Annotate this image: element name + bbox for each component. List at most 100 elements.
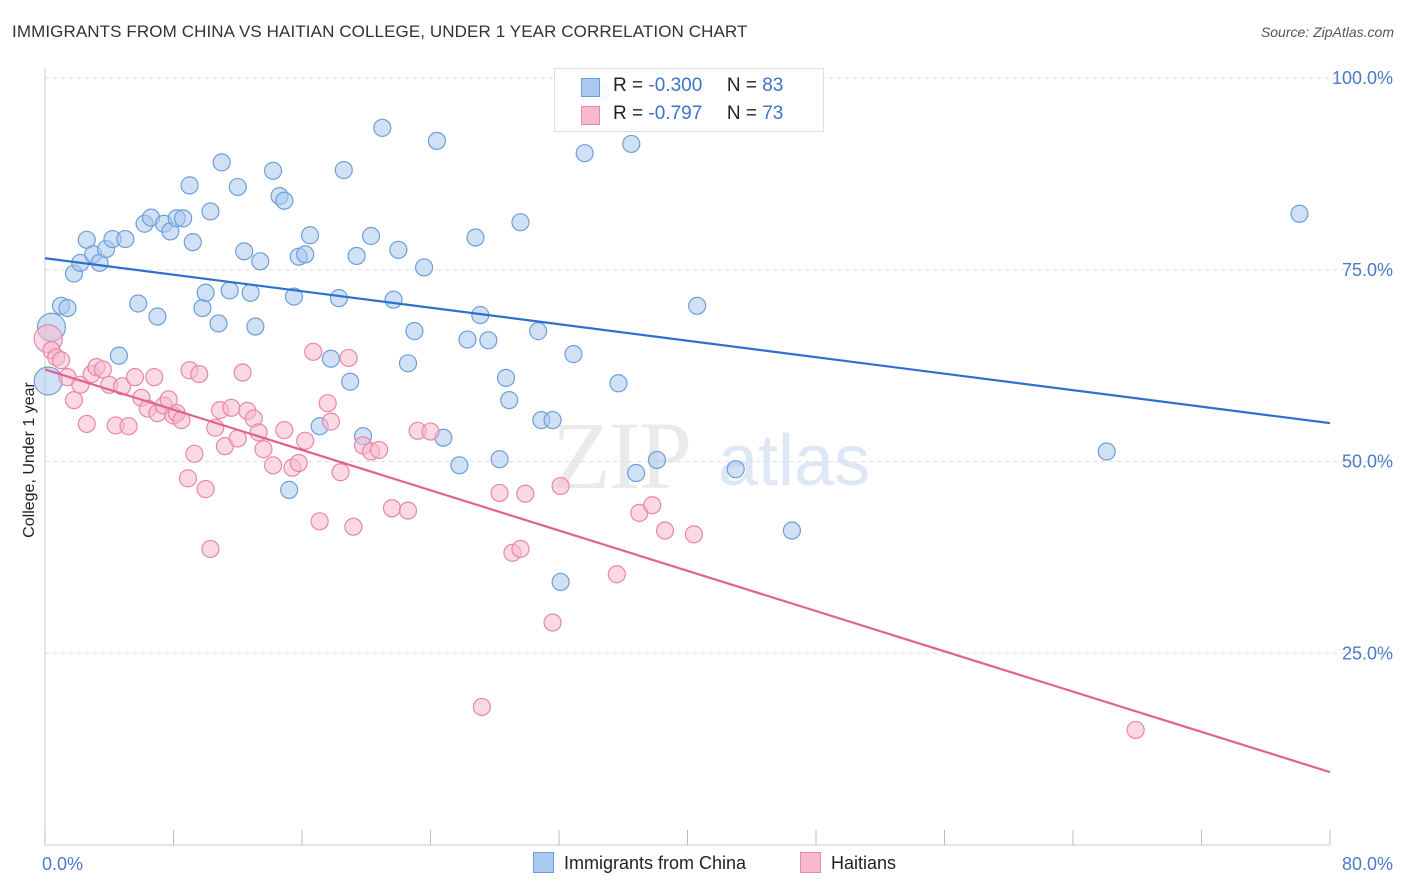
china-point [129, 294, 148, 313]
x-tick-label: 80.0% [1342, 854, 1393, 874]
trend-lines [44, 257, 1331, 774]
china-point [688, 296, 707, 315]
china-point [275, 191, 294, 210]
china-point [321, 349, 341, 368]
haiti-point [643, 496, 662, 515]
series-china-points [33, 82, 1309, 592]
china-point [466, 228, 485, 247]
china-point [564, 345, 583, 364]
haiti-point [382, 499, 402, 518]
haiti-point [77, 414, 96, 434]
china-point [183, 233, 202, 252]
china-point [280, 480, 299, 499]
bottom-legend-label-haiti: Haitians [831, 853, 897, 873]
china-point [414, 258, 434, 277]
haiti-point [344, 517, 363, 536]
bottom-legend-swatch-china [533, 852, 554, 873]
legend-swatch-china [581, 78, 600, 97]
haiti-point [178, 469, 198, 488]
haiti-point [93, 360, 112, 379]
haiti-point [51, 351, 71, 370]
legend-swatch-haiti [581, 106, 600, 125]
watermark-zip: ZIP [552, 402, 692, 509]
china-point [405, 322, 424, 341]
legend-row-china: R = -0.300 N = 83 [613, 75, 783, 97]
haiti-point [543, 613, 562, 632]
haiti-point [310, 512, 329, 531]
china-point [1097, 442, 1116, 461]
haiti-point [370, 440, 389, 460]
china-point [329, 289, 349, 308]
bottom-legend-haiti: Haitians [800, 852, 896, 874]
haiti-point [201, 539, 220, 559]
china-point [174, 209, 193, 228]
china-point [284, 287, 304, 306]
haiti-point [304, 342, 323, 361]
china-point [334, 160, 353, 180]
china-point [622, 134, 641, 154]
haiti-point [490, 483, 509, 503]
china-point [235, 242, 254, 261]
haiti-trend-line [44, 368, 1331, 774]
haiti-point [296, 431, 315, 450]
china-point [212, 153, 231, 172]
china-point [209, 314, 228, 333]
china-point [551, 572, 570, 592]
haiti-point [607, 565, 626, 584]
source-credit: Source: ZipAtlas.com [1260, 24, 1394, 40]
china-point [450, 456, 469, 475]
china-point [58, 299, 77, 318]
bottom-legend-swatch-haiti [800, 852, 821, 873]
china-point [296, 245, 315, 264]
haiti-point [339, 348, 358, 368]
china-point [251, 252, 270, 271]
china-point [228, 177, 247, 197]
china-point [341, 372, 360, 391]
legend-n-value: 83 [762, 75, 784, 96]
china-point [241, 283, 260, 302]
china-point [726, 460, 745, 479]
haiti-point [222, 398, 241, 417]
haiti-point [655, 521, 675, 540]
china-point [458, 330, 477, 349]
legend-r-value: -0.300 [648, 75, 703, 96]
axes [44, 68, 1331, 846]
china-point [398, 354, 418, 373]
china-point [347, 246, 366, 266]
china-point [116, 229, 135, 249]
china-point [180, 176, 199, 195]
haiti-point [190, 364, 209, 384]
haiti-point [125, 368, 145, 387]
bottom-legend-china: Immigrants from China [533, 852, 746, 874]
haiti-point [331, 463, 350, 482]
haiti-point [254, 440, 273, 459]
haiti-point [64, 391, 84, 410]
china-point [373, 118, 392, 137]
x-tick-label: 0.0% [42, 854, 83, 874]
legend-row-haiti: R = -0.797 N = 73 [613, 103, 783, 125]
legend-n-label: N = [726, 75, 757, 96]
y-tick-label: 100.0% [1332, 68, 1393, 88]
china-point [246, 317, 265, 336]
legend-n-label: N = [726, 103, 757, 124]
china-point [384, 290, 403, 309]
y-tick-label: 75.0% [1342, 260, 1393, 280]
china-point [782, 521, 802, 540]
chart-title: IMMIGRANTS FROM CHINA VS HAITIAN COLLEGE… [12, 22, 748, 41]
haiti-point [398, 501, 418, 520]
china-point [1290, 204, 1309, 223]
china-point [220, 281, 239, 300]
haiti-point [112, 377, 132, 396]
china-point [300, 226, 320, 245]
y-tick-label: 50.0% [1342, 452, 1393, 472]
china-point [575, 144, 594, 163]
china-point [647, 450, 667, 470]
china-point [109, 346, 128, 365]
haiti-point [551, 476, 570, 496]
china-point [263, 161, 283, 180]
china-point [543, 410, 562, 430]
y-axis-label: College, Under 1 year [21, 382, 38, 538]
haiti-point [119, 417, 138, 436]
legend-r-label: R = [613, 75, 644, 96]
legend-n-value: 73 [762, 103, 784, 124]
